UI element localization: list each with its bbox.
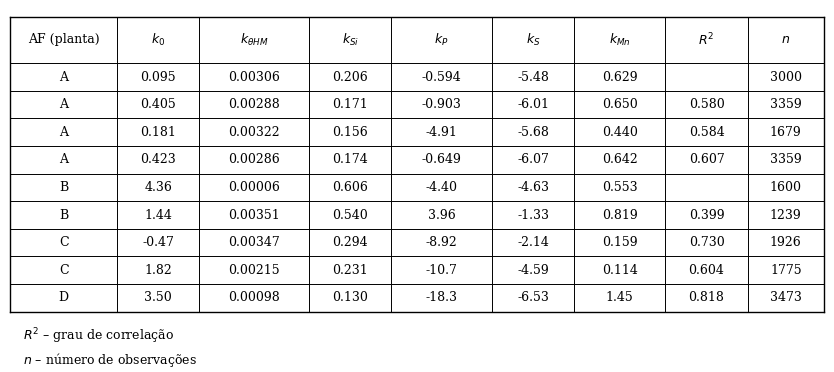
Text: 0.818: 0.818 (689, 291, 725, 304)
Text: 0.405: 0.405 (140, 98, 176, 111)
Text: $n$ – número de observações: $n$ – número de observações (23, 351, 196, 369)
Text: 4.36: 4.36 (144, 181, 172, 194)
Text: 0.440: 0.440 (602, 126, 638, 139)
Text: 0.553: 0.553 (602, 181, 638, 194)
Text: C: C (59, 264, 68, 277)
Text: A: A (59, 153, 68, 166)
Text: AF (planta): AF (planta) (28, 33, 99, 46)
Text: $k_{Mn}$: $k_{Mn}$ (609, 32, 631, 48)
Text: -8.92: -8.92 (426, 236, 458, 249)
Text: 0.174: 0.174 (333, 153, 368, 166)
Text: -4.59: -4.59 (517, 264, 549, 277)
Text: $R^{2}$: $R^{2}$ (698, 32, 715, 48)
Text: 0.159: 0.159 (602, 236, 638, 249)
Text: 0.399: 0.399 (689, 209, 724, 222)
Text: -2.14: -2.14 (517, 236, 549, 249)
Text: 3359: 3359 (770, 98, 801, 111)
Text: 0.423: 0.423 (140, 153, 176, 166)
Text: 0.114: 0.114 (602, 264, 638, 277)
Text: 1600: 1600 (770, 181, 801, 194)
Text: 0.584: 0.584 (689, 126, 725, 139)
Text: 0.130: 0.130 (333, 291, 369, 304)
Text: 0.580: 0.580 (689, 98, 725, 111)
Text: 0.095: 0.095 (140, 71, 176, 84)
Text: -6.53: -6.53 (517, 291, 549, 304)
Text: 3000: 3000 (770, 71, 801, 84)
Text: 0.00215: 0.00215 (229, 264, 280, 277)
Text: -4.63: -4.63 (517, 181, 549, 194)
Text: 0.294: 0.294 (333, 236, 368, 249)
Text: 1239: 1239 (770, 209, 801, 222)
Text: 0.00098: 0.00098 (229, 291, 280, 304)
Text: 1.82: 1.82 (144, 264, 172, 277)
Text: -10.7: -10.7 (426, 264, 458, 277)
Text: 0.00306: 0.00306 (229, 71, 280, 84)
Text: -0.903: -0.903 (422, 98, 462, 111)
Text: $R^{2}$ – grau de correlação: $R^{2}$ – grau de correlação (23, 326, 173, 346)
Text: -0.594: -0.594 (422, 71, 461, 84)
Text: 3.96: 3.96 (428, 209, 455, 222)
Text: D: D (58, 291, 68, 304)
Text: $n$: $n$ (781, 33, 791, 46)
Text: 0.819: 0.819 (602, 209, 638, 222)
Text: 0.206: 0.206 (333, 71, 368, 84)
Text: 0.540: 0.540 (333, 209, 368, 222)
Text: 0.606: 0.606 (333, 181, 369, 194)
Text: 1.44: 1.44 (144, 209, 172, 222)
Text: 0.00286: 0.00286 (229, 153, 280, 166)
Text: B: B (59, 181, 68, 194)
Text: 0.629: 0.629 (602, 71, 638, 84)
Text: 0.650: 0.650 (602, 98, 638, 111)
Text: -1.33: -1.33 (517, 209, 549, 222)
Text: 0.00351: 0.00351 (229, 209, 280, 222)
Text: -4.40: -4.40 (425, 181, 458, 194)
Text: -0.649: -0.649 (422, 153, 462, 166)
Text: 0.00006: 0.00006 (229, 181, 280, 194)
Text: $k_{P}$: $k_{P}$ (435, 32, 449, 48)
Text: $k_{Si}$: $k_{Si}$ (342, 32, 359, 48)
Text: B: B (59, 209, 68, 222)
Text: 0.607: 0.607 (689, 153, 725, 166)
Text: 1.45: 1.45 (606, 291, 634, 304)
Text: -5.48: -5.48 (517, 71, 549, 84)
Text: -4.91: -4.91 (426, 126, 458, 139)
Text: $k_{0}$: $k_{0}$ (151, 32, 165, 48)
Text: 0.231: 0.231 (333, 264, 368, 277)
Text: 0.604: 0.604 (689, 264, 725, 277)
Text: A: A (59, 126, 68, 139)
Text: $k_{S}$: $k_{S}$ (525, 32, 540, 48)
Text: 1775: 1775 (770, 264, 801, 277)
Text: C: C (59, 236, 68, 249)
Text: -5.68: -5.68 (517, 126, 549, 139)
Text: 0.00347: 0.00347 (229, 236, 280, 249)
Bar (10, 17, 824, 312)
Text: 0.156: 0.156 (333, 126, 368, 139)
Text: 0.171: 0.171 (333, 98, 368, 111)
Text: 0.00288: 0.00288 (229, 98, 280, 111)
Text: -0.47: -0.47 (143, 236, 174, 249)
Text: -6.07: -6.07 (517, 153, 549, 166)
Text: 3359: 3359 (770, 153, 801, 166)
Text: 0.00322: 0.00322 (229, 126, 280, 139)
Text: 3.50: 3.50 (144, 291, 172, 304)
Text: 3473: 3473 (770, 291, 801, 304)
Text: -6.01: -6.01 (517, 98, 549, 111)
Text: 0.181: 0.181 (140, 126, 176, 139)
Text: $k_{\theta HM}$: $k_{\theta HM}$ (240, 32, 269, 48)
Text: A: A (59, 71, 68, 84)
Text: 0.642: 0.642 (602, 153, 638, 166)
Text: -18.3: -18.3 (425, 291, 458, 304)
Text: A: A (59, 98, 68, 111)
Text: 1926: 1926 (770, 236, 801, 249)
Text: 0.730: 0.730 (689, 236, 725, 249)
Text: 1679: 1679 (770, 126, 801, 139)
